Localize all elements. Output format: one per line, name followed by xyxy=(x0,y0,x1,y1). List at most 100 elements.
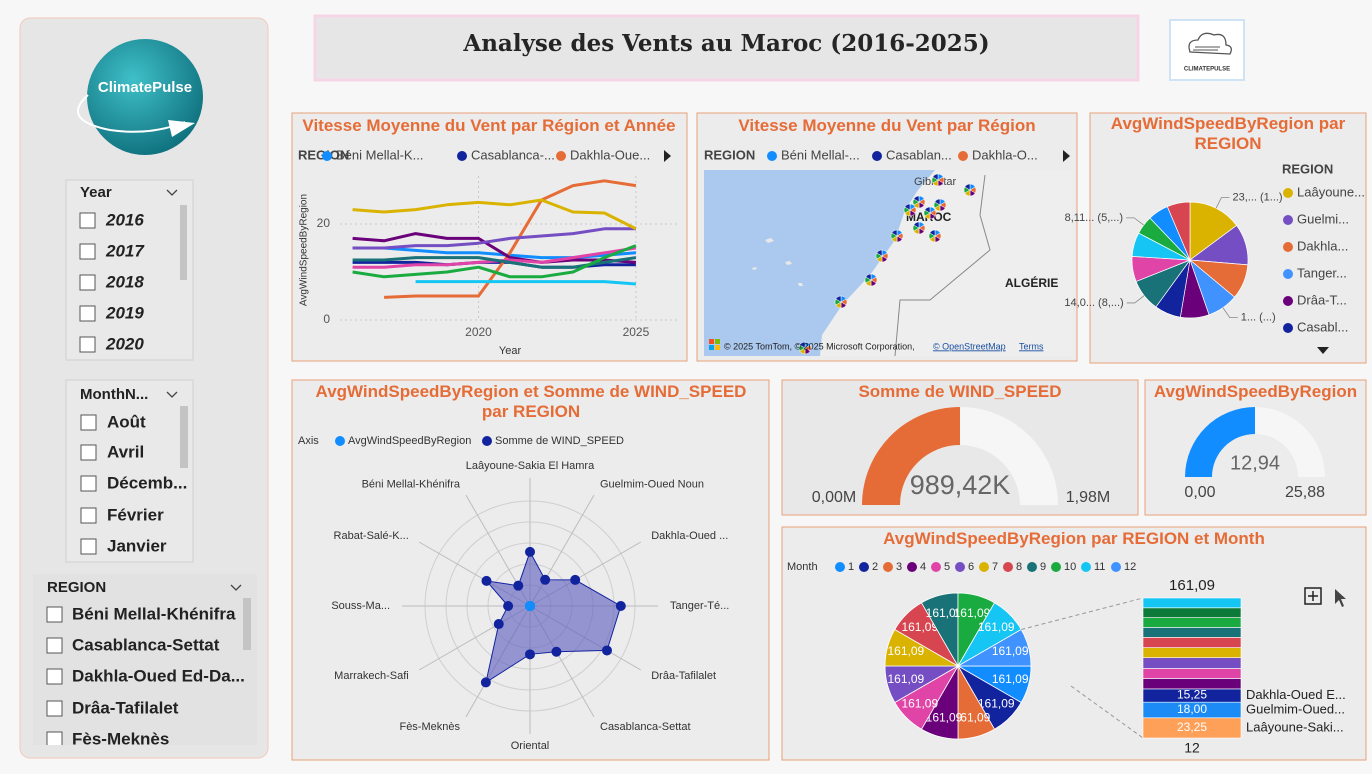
legend-marker xyxy=(767,151,777,161)
radar-label: Oriental xyxy=(511,740,550,752)
radar-label: Béni Mellal-Khénifra xyxy=(362,479,461,491)
checkbox[interactable] xyxy=(80,507,97,524)
checkbox[interactable] xyxy=(80,414,97,431)
slicer-chevron[interactable] xyxy=(166,189,178,196)
bar-segment xyxy=(1142,607,1242,618)
panel-title: AvgWindSpeedByRegion par REGION xyxy=(1110,114,1346,153)
legend-marker xyxy=(835,562,845,572)
legend-next[interactable] xyxy=(664,150,671,162)
legend-label: Casablanca-... xyxy=(471,147,555,162)
checkbox[interactable] xyxy=(79,212,96,229)
legend-label: 5 xyxy=(944,561,950,573)
panel-title: Vitesse Moyenne du Vent par Région et An… xyxy=(302,116,676,135)
slicer-item[interactable]: 2018 xyxy=(105,272,144,291)
legend-marker xyxy=(907,562,917,572)
checkbox[interactable] xyxy=(80,475,97,492)
x-axis-title: Year xyxy=(499,345,522,357)
slicer-chevron[interactable] xyxy=(166,391,178,398)
radar-point xyxy=(503,601,514,611)
slicer-item[interactable]: Février xyxy=(107,505,164,524)
legend-marker xyxy=(482,436,492,446)
map-marker xyxy=(912,221,926,235)
checkbox[interactable] xyxy=(46,700,63,717)
pie-slice xyxy=(1189,201,1238,261)
legend-marker xyxy=(1081,562,1091,572)
slicer-item[interactable]: 2019 xyxy=(105,303,144,322)
slicer-chevron[interactable] xyxy=(230,584,242,591)
legend-marker xyxy=(979,562,989,572)
data-label: 161,09 xyxy=(887,644,924,658)
slicer-item[interactable]: Drâa-Tafilalet xyxy=(72,698,179,717)
map-land xyxy=(820,170,1072,356)
checkbox[interactable] xyxy=(46,668,63,685)
expand-icon[interactable] xyxy=(1304,587,1322,605)
data-label: 161,09 xyxy=(978,620,1015,634)
data-label: 8,11... (5,...) xyxy=(1065,212,1124,224)
slicer-title: MonthN... xyxy=(80,386,148,403)
slicer-item[interactable]: 2017 xyxy=(105,241,145,260)
slicer-item[interactable]: Décemb... xyxy=(107,473,187,492)
legend-next[interactable] xyxy=(1063,150,1070,162)
slicer-item[interactable]: 2016 xyxy=(105,210,144,229)
checkbox[interactable] xyxy=(79,243,96,260)
marker-slice xyxy=(876,249,883,257)
map-marker xyxy=(963,183,977,197)
legend-label: Dakhla-O... xyxy=(972,147,1038,162)
radar-point xyxy=(513,580,524,591)
legend-marker xyxy=(1027,562,1037,572)
data-label: 161,09 xyxy=(901,696,938,710)
data-label: 161,09 xyxy=(887,672,924,686)
checkbox[interactable] xyxy=(79,305,96,322)
slicer-item[interactable]: Béni Mellal-Khénifra xyxy=(72,604,236,623)
data-label: 23,... (1...) xyxy=(1232,191,1282,203)
logo xyxy=(87,39,203,155)
checkbox[interactable] xyxy=(79,274,96,291)
legend-marker xyxy=(1283,242,1293,252)
legend-marker xyxy=(1003,562,1013,572)
legend-marker xyxy=(1283,296,1293,306)
checkbox[interactable] xyxy=(80,538,97,555)
map-label: ALGÉRIE xyxy=(1005,275,1058,290)
legend-marker xyxy=(322,151,332,161)
bar-segment xyxy=(1142,647,1242,658)
line-series xyxy=(352,244,637,279)
marker-slice xyxy=(913,195,920,203)
scrollbar xyxy=(180,406,188,468)
marker-slice xyxy=(799,341,806,349)
slicer-title: REGION xyxy=(47,579,106,596)
slicer-item[interactable]: Janvier xyxy=(107,536,167,555)
slicer-items: Béni Mellal-Khénifra Casablanca-Settat Dak… xyxy=(46,604,245,748)
panel xyxy=(781,379,1139,516)
slicer-item[interactable]: Dakhla-Oued Ed-Da... xyxy=(72,666,245,685)
checkbox[interactable] xyxy=(79,336,96,353)
slicer-item[interactable]: Casablanca-Settat xyxy=(72,635,220,654)
map-terms[interactable]: Terms xyxy=(1019,341,1044,351)
data-label: 161,09 xyxy=(954,606,991,620)
slicer-item[interactable]: 2020 xyxy=(105,334,144,353)
bar-segment xyxy=(1142,678,1242,690)
slicer-item[interactable]: Avril xyxy=(107,442,144,461)
expand-plus xyxy=(1308,591,1318,601)
radar-label: Rabat-Salé-K... xyxy=(334,530,409,542)
gauge-limit: 0,00M xyxy=(812,489,856,506)
bar-segment xyxy=(1142,637,1242,648)
legend-label: 8 xyxy=(1016,561,1022,573)
radar-point xyxy=(481,575,492,586)
radar-point xyxy=(601,645,612,656)
legend-marker xyxy=(955,562,965,572)
radar-point xyxy=(493,619,504,630)
slicer-item[interactable]: Fès-Meknès xyxy=(72,729,169,748)
bar-category: 12 xyxy=(1184,740,1200,756)
checkbox[interactable] xyxy=(46,731,63,747)
checkbox[interactable] xyxy=(80,444,97,461)
panel xyxy=(781,526,1367,761)
x-tick-label: 2025 xyxy=(623,325,650,339)
legend-label: 12 xyxy=(1124,561,1136,573)
slicer-item[interactable]: Août xyxy=(107,412,146,431)
bar-segment xyxy=(1142,617,1242,628)
checkbox[interactable] xyxy=(46,637,63,654)
panel xyxy=(1144,379,1367,516)
checkbox[interactable] xyxy=(46,606,63,623)
legend-label: 10 xyxy=(1064,561,1076,573)
legend-more[interactable] xyxy=(1317,347,1329,354)
